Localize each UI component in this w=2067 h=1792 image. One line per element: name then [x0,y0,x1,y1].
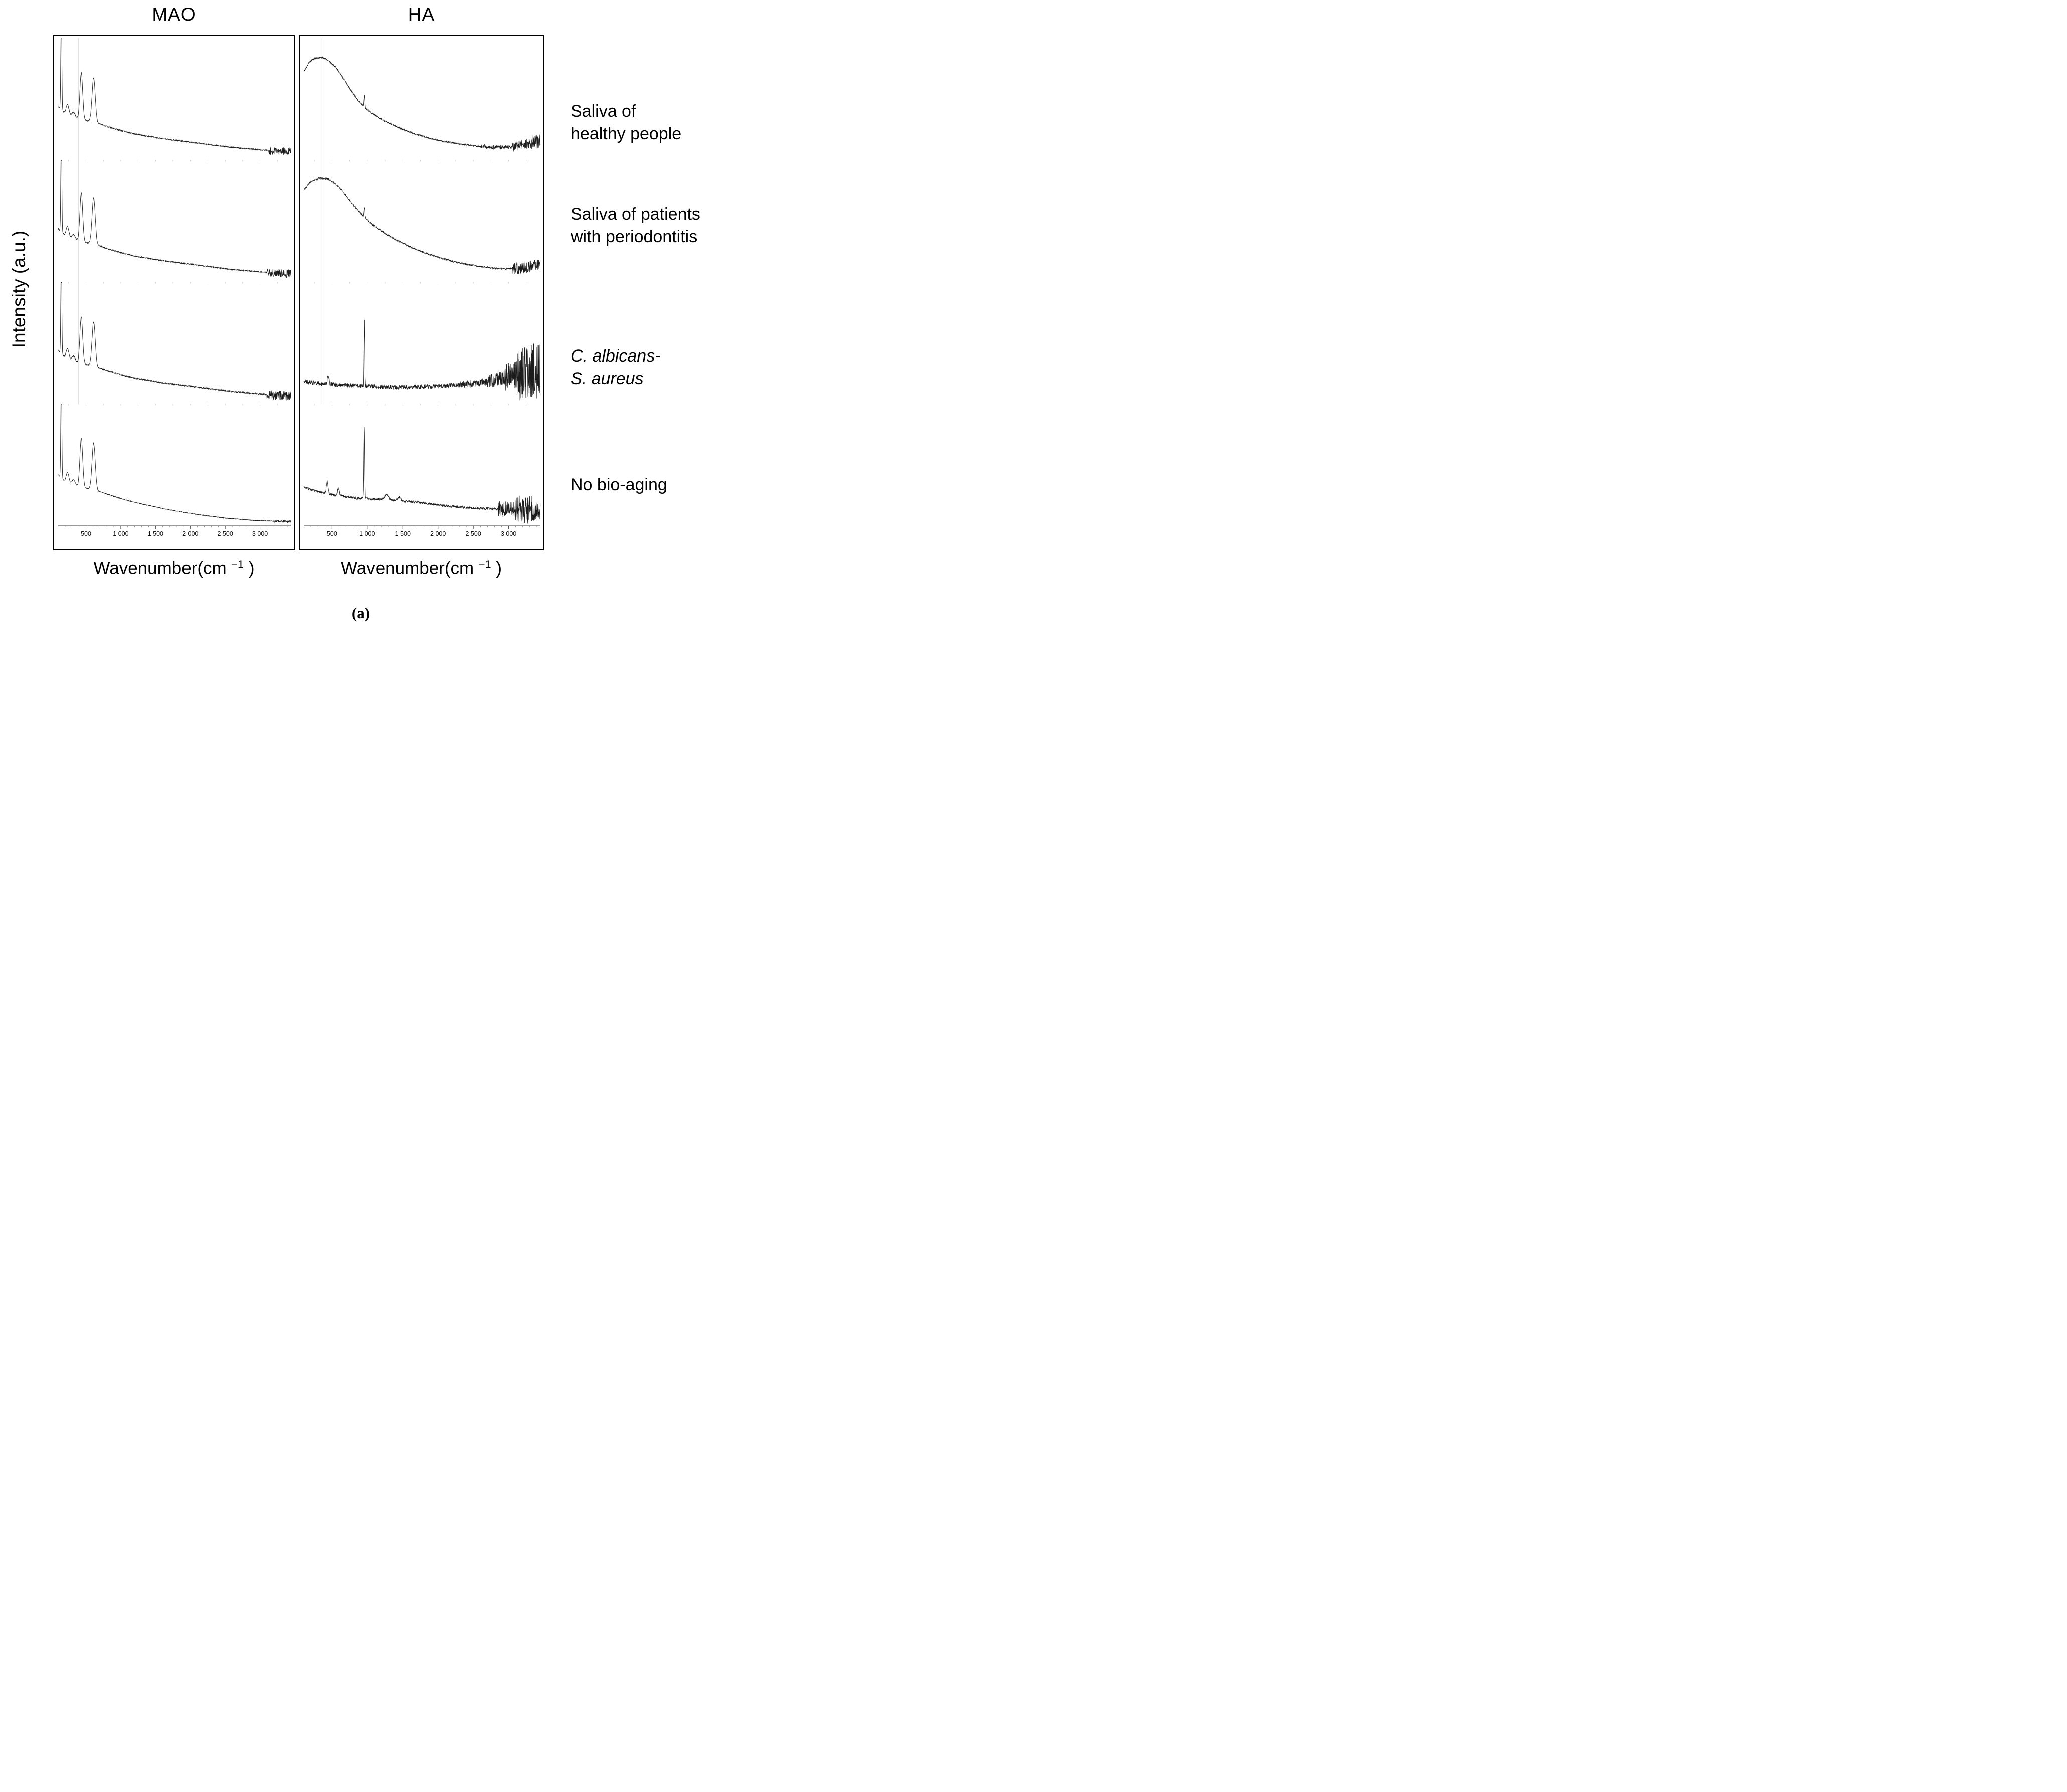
svg-text:2 000: 2 000 [430,530,446,537]
x-axis-label-close: ) [491,558,502,578]
panel-ha: 500 1 000 1 500 2 000 2 500 3 000 [299,35,544,550]
row-label-line: S. aureus [571,369,644,388]
svg-text:500: 500 [327,530,337,537]
x-axis-label-text: Wavenumber(cm [93,558,232,578]
row-label-no-bio-aging: No bio-aging [571,474,721,496]
x-axis-label-text: Wavenumber(cm [341,558,479,578]
row-label-line: healthy people [571,124,682,143]
row-label-line: No bio-aging [571,475,667,494]
row-label-healthy-saliva: Saliva of healthy people [571,100,721,145]
row-label-line: C. albicans- [571,346,661,366]
row-label-line: Saliva of patients [571,205,700,224]
panel-title-mao: MAO [152,4,196,25]
raman-spectra-figure: MAO HA Intensity (a.u.) 500 1 000 1 500 2 0… [0,0,722,634]
x-axis-label-exponent: −1 [478,558,491,570]
svg-text:1 500: 1 500 [148,530,163,537]
row-label-c-albicans-s-aureus: C. albicans- S. aureus [571,345,721,390]
svg-text:3 000: 3 000 [252,530,268,537]
panel-title-ha: HA [408,4,435,25]
svg-text:500: 500 [81,530,91,537]
x-axis-label-exponent: −1 [231,558,244,570]
x-axis-label-mao: Wavenumber(cm −1 ) [53,558,295,579]
svg-text:3 000: 3 000 [501,530,516,537]
x-axis-label-ha: Wavenumber(cm −1 ) [299,558,544,579]
mao-spectra-canvas: 500 1 000 1 500 2 000 2 500 3 000 [58,38,292,537]
row-label-line: with periodontitis [571,227,698,246]
svg-text:2 000: 2 000 [182,530,198,537]
row-label-line: Saliva of [571,102,636,121]
ha-spectra-canvas: 500 1 000 1 500 2 000 2 500 3 000 [303,38,541,537]
figure-caption: (a) [351,604,370,622]
svg-text:2 500: 2 500 [466,530,481,537]
svg-text:1 000: 1 000 [113,530,128,537]
svg-text:2 500: 2 500 [217,530,233,537]
svg-text:1 500: 1 500 [395,530,411,537]
row-label-periodontitis-saliva: Saliva of patients with periodontitis [571,203,721,248]
x-axis-label-close: ) [244,558,255,578]
y-axis-label: Intensity (a.u.) [9,230,29,348]
panel-mao: 500 1 000 1 500 2 000 2 500 3 000 [53,35,295,550]
svg-text:1 000: 1 000 [359,530,375,537]
